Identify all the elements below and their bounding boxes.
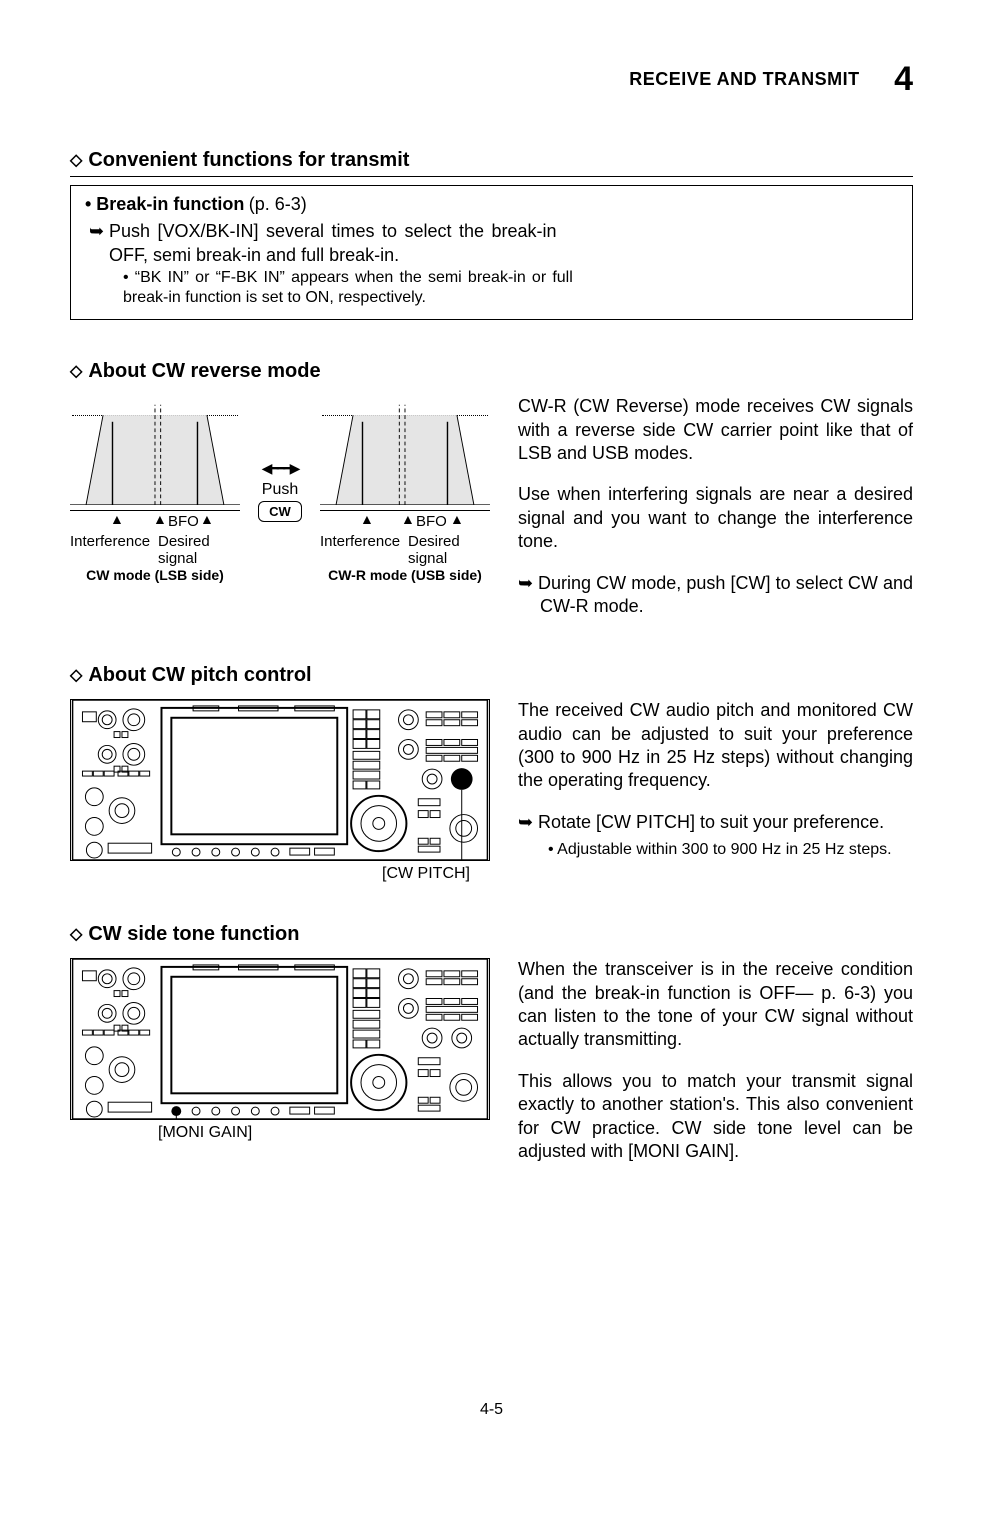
arrow-icon: ➥ xyxy=(518,572,534,595)
header-title: RECEIVE AND TRANSMIT xyxy=(629,69,859,90)
arrow-icon: ▲ xyxy=(401,511,415,527)
section-heading-reverse: ◇ About CW reverse mode xyxy=(70,360,913,387)
page-number: 4-5 xyxy=(70,1401,913,1419)
cw-button-icon: CW xyxy=(258,501,302,522)
heading-text: About CW reverse mode xyxy=(88,360,320,382)
arrow-icon: ➥ xyxy=(89,219,105,243)
heading-text: CW side tone function xyxy=(88,923,299,945)
desired-label: Desired signal xyxy=(158,533,240,567)
interference-label: Interference xyxy=(320,533,400,550)
breakin-box: • Break-in function (p. 6-3) ➥Push [VOX/… xyxy=(70,185,913,320)
page-header: RECEIVE AND TRANSMIT 4 xyxy=(70,60,913,99)
bfo-label: BFO xyxy=(168,513,199,530)
cw-reverse-para1: CW-R (CW Reverse) mode receives CW signa… xyxy=(518,395,913,465)
arrow-icon: ▲ xyxy=(360,511,374,527)
heading-text: Convenient functions for transmit xyxy=(88,149,409,171)
radio-diagram-sidetone xyxy=(70,958,490,1120)
box-line-text: Push [VOX/BK-IN] several times to select… xyxy=(109,221,557,265)
bullet-text: During CW mode, push [CW] to select CW a… xyxy=(538,573,913,616)
pitch-sub: • Adjustable within 300 to 900 Hz in 25 … xyxy=(518,840,913,861)
section-heading-pitch: ◇ About CW pitch control xyxy=(70,664,913,691)
double-arrow-icon: ◀━━━▶ xyxy=(250,460,310,477)
radio-diagram-pitch xyxy=(70,699,490,861)
bfo-label: BFO xyxy=(416,513,447,530)
chapter-number: 4 xyxy=(894,60,913,99)
section-heading-transmit: ◇ Convenient functions for transmit xyxy=(70,149,913,177)
diamond-icon: ◇ xyxy=(70,152,82,169)
cw-pitch-label: [CW PITCH] xyxy=(70,865,490,883)
pitch-para1: The received CW audio pitch and monitore… xyxy=(518,699,913,793)
cw-reverse-bullet: ➥During CW mode, push [CW] to select CW … xyxy=(518,572,913,619)
push-label: Push xyxy=(250,481,310,499)
box-ref: (p. 6-3) xyxy=(249,194,307,214)
sidetone-para1: When the transceiver is in the receive c… xyxy=(518,958,913,1052)
arrow-icon: ▲ xyxy=(153,511,167,527)
box-title: • Break-in function xyxy=(85,194,244,214)
box-line: ➥Push [VOX/BK-IN] several times to selec… xyxy=(85,219,557,268)
arrow-icon: ▲ xyxy=(450,511,464,527)
sidetone-para2: This allows you to match your transmit s… xyxy=(518,1070,913,1164)
arrow-icon: ▲ xyxy=(200,511,214,527)
desired-label: Desired signal xyxy=(408,533,490,567)
arrow-icon: ➥ xyxy=(518,811,534,834)
diamond-icon: ◇ xyxy=(70,363,82,380)
moni-gain-label: [MONI GAIN] xyxy=(70,1124,490,1142)
interference-label: Interference xyxy=(70,533,150,550)
heading-text: About CW pitch control xyxy=(88,664,311,686)
diamond-icon: ◇ xyxy=(70,926,82,943)
pitch-bullet: ➥Rotate [CW PITCH] to suit your preferen… xyxy=(518,811,913,834)
cw-caption-right: CW-R mode (USB side) xyxy=(320,567,490,583)
cw-diagram: ▲ ▲ ▲ BFO Interference Desired signal CW… xyxy=(70,395,490,624)
section-heading-sidetone: ◇ CW side tone function xyxy=(70,923,913,950)
cw-reverse-para2: Use when interfering signals are near a … xyxy=(518,483,913,553)
box-sub: • “BK IN” or “F-BK IN” appears when the … xyxy=(85,268,573,310)
cw-caption-left: CW mode (LSB side) xyxy=(70,567,240,583)
bullet-text: Rotate [CW PITCH] to suit your preferenc… xyxy=(538,812,884,832)
diamond-icon: ◇ xyxy=(70,667,82,684)
arrow-icon: ▲ xyxy=(110,511,124,527)
